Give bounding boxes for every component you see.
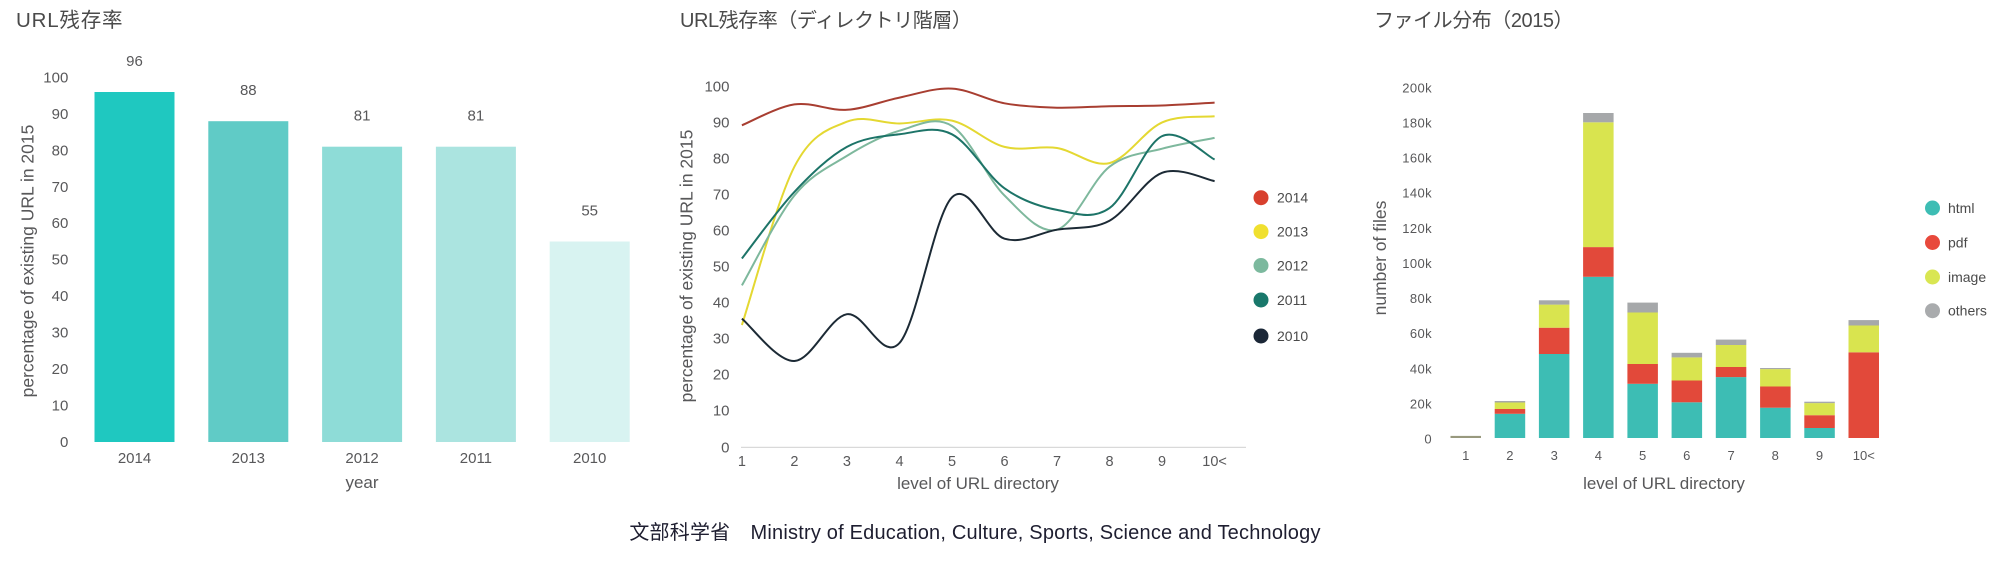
svg-text:2: 2 [790,454,798,470]
svg-text:10: 10 [52,398,69,415]
svg-text:3: 3 [1551,448,1558,463]
svg-text:pdf: pdf [1948,235,1968,251]
svg-text:3: 3 [843,454,851,470]
svg-text:100: 100 [43,69,68,86]
svg-text:10<: 10< [1853,448,1875,463]
svg-text:7: 7 [1727,448,1734,463]
svg-text:8: 8 [1772,448,1779,463]
svg-text:ファイル分布（2015）: ファイル分布（2015） [1374,9,1573,32]
svg-text:20: 20 [52,361,69,378]
svg-text:2013: 2013 [232,450,265,467]
svg-text:9: 9 [1158,454,1166,470]
svg-text:40: 40 [52,288,69,305]
svg-text:image: image [1948,269,1986,285]
svg-text:10<: 10< [1202,454,1227,470]
svg-text:55: 55 [581,203,598,220]
svg-text:year: year [345,473,378,492]
svg-text:文部科学省 Ministry of Education, C: 文部科学省 Ministry of Education, Culture, Sp… [629,521,1320,544]
svg-text:6: 6 [1000,454,1008,470]
svg-text:160k: 160k [1402,151,1432,166]
svg-text:2010: 2010 [1277,328,1308,344]
svg-text:140k: 140k [1402,186,1432,201]
svg-text:percentage of existing URL in: percentage of existing URL in 2015 [677,130,697,403]
svg-text:30: 30 [713,330,730,347]
svg-text:20k: 20k [1410,396,1432,411]
svg-text:level of URL directory: level of URL directory [897,474,1059,493]
svg-text:5: 5 [1639,448,1646,463]
svg-text:40: 40 [713,294,730,311]
svg-text:50: 50 [52,252,69,269]
svg-text:60: 60 [713,223,730,240]
svg-text:100: 100 [704,79,729,96]
svg-text:URL残存率（ディレクトリ階層）: URL残存率（ディレクトリ階層） [680,9,971,32]
svg-text:0: 0 [60,434,68,451]
svg-text:2013: 2013 [1277,224,1308,240]
svg-text:2012: 2012 [345,450,378,467]
svg-text:40k: 40k [1410,361,1432,376]
svg-text:80k: 80k [1410,291,1432,306]
svg-text:100k: 100k [1402,256,1432,271]
svg-text:2011: 2011 [460,450,492,467]
svg-text:2011: 2011 [1277,292,1307,308]
svg-text:70: 70 [713,187,730,204]
svg-text:20: 20 [713,366,730,383]
svg-text:30: 30 [52,325,69,342]
svg-text:200k: 200k [1402,80,1432,95]
svg-text:html: html [1948,200,1974,216]
svg-text:7: 7 [1053,454,1061,470]
svg-text:10: 10 [713,402,730,419]
svg-text:2: 2 [1506,448,1513,463]
svg-text:96: 96 [126,53,143,70]
svg-text:5: 5 [948,454,956,470]
svg-text:81: 81 [468,108,485,125]
svg-text:URL残存率: URL残存率 [16,9,123,32]
svg-text:2014: 2014 [1277,190,1308,206]
svg-text:90: 90 [713,115,730,132]
svg-text:0: 0 [1424,432,1432,447]
svg-text:8: 8 [1105,454,1113,470]
svg-text:4: 4 [1595,448,1602,463]
svg-text:88: 88 [240,82,257,99]
svg-text:9: 9 [1816,448,1823,463]
svg-text:81: 81 [354,108,371,125]
svg-text:60k: 60k [1410,326,1432,341]
svg-text:1: 1 [1462,448,1469,463]
svg-text:70: 70 [52,179,69,196]
svg-text:2014: 2014 [118,450,151,467]
svg-text:1: 1 [738,454,746,470]
svg-text:80: 80 [52,142,69,159]
svg-text:others: others [1948,303,1987,319]
svg-text:0: 0 [721,440,729,457]
svg-text:percentage of existing URL in: percentage of existing URL in 2015 [18,125,38,398]
svg-text:180k: 180k [1402,115,1432,130]
svg-text:90: 90 [52,106,69,123]
svg-text:120k: 120k [1402,221,1432,236]
svg-text:2010: 2010 [573,450,606,467]
svg-text:50: 50 [713,258,730,275]
svg-text:4: 4 [895,454,903,470]
svg-text:6: 6 [1683,448,1690,463]
svg-text:60: 60 [52,215,69,232]
svg-text:80: 80 [713,151,730,168]
svg-text:level of URL directory: level of URL directory [1583,474,1745,493]
svg-text:2012: 2012 [1277,258,1308,274]
svg-text:number of files: number of files [1370,200,1390,315]
